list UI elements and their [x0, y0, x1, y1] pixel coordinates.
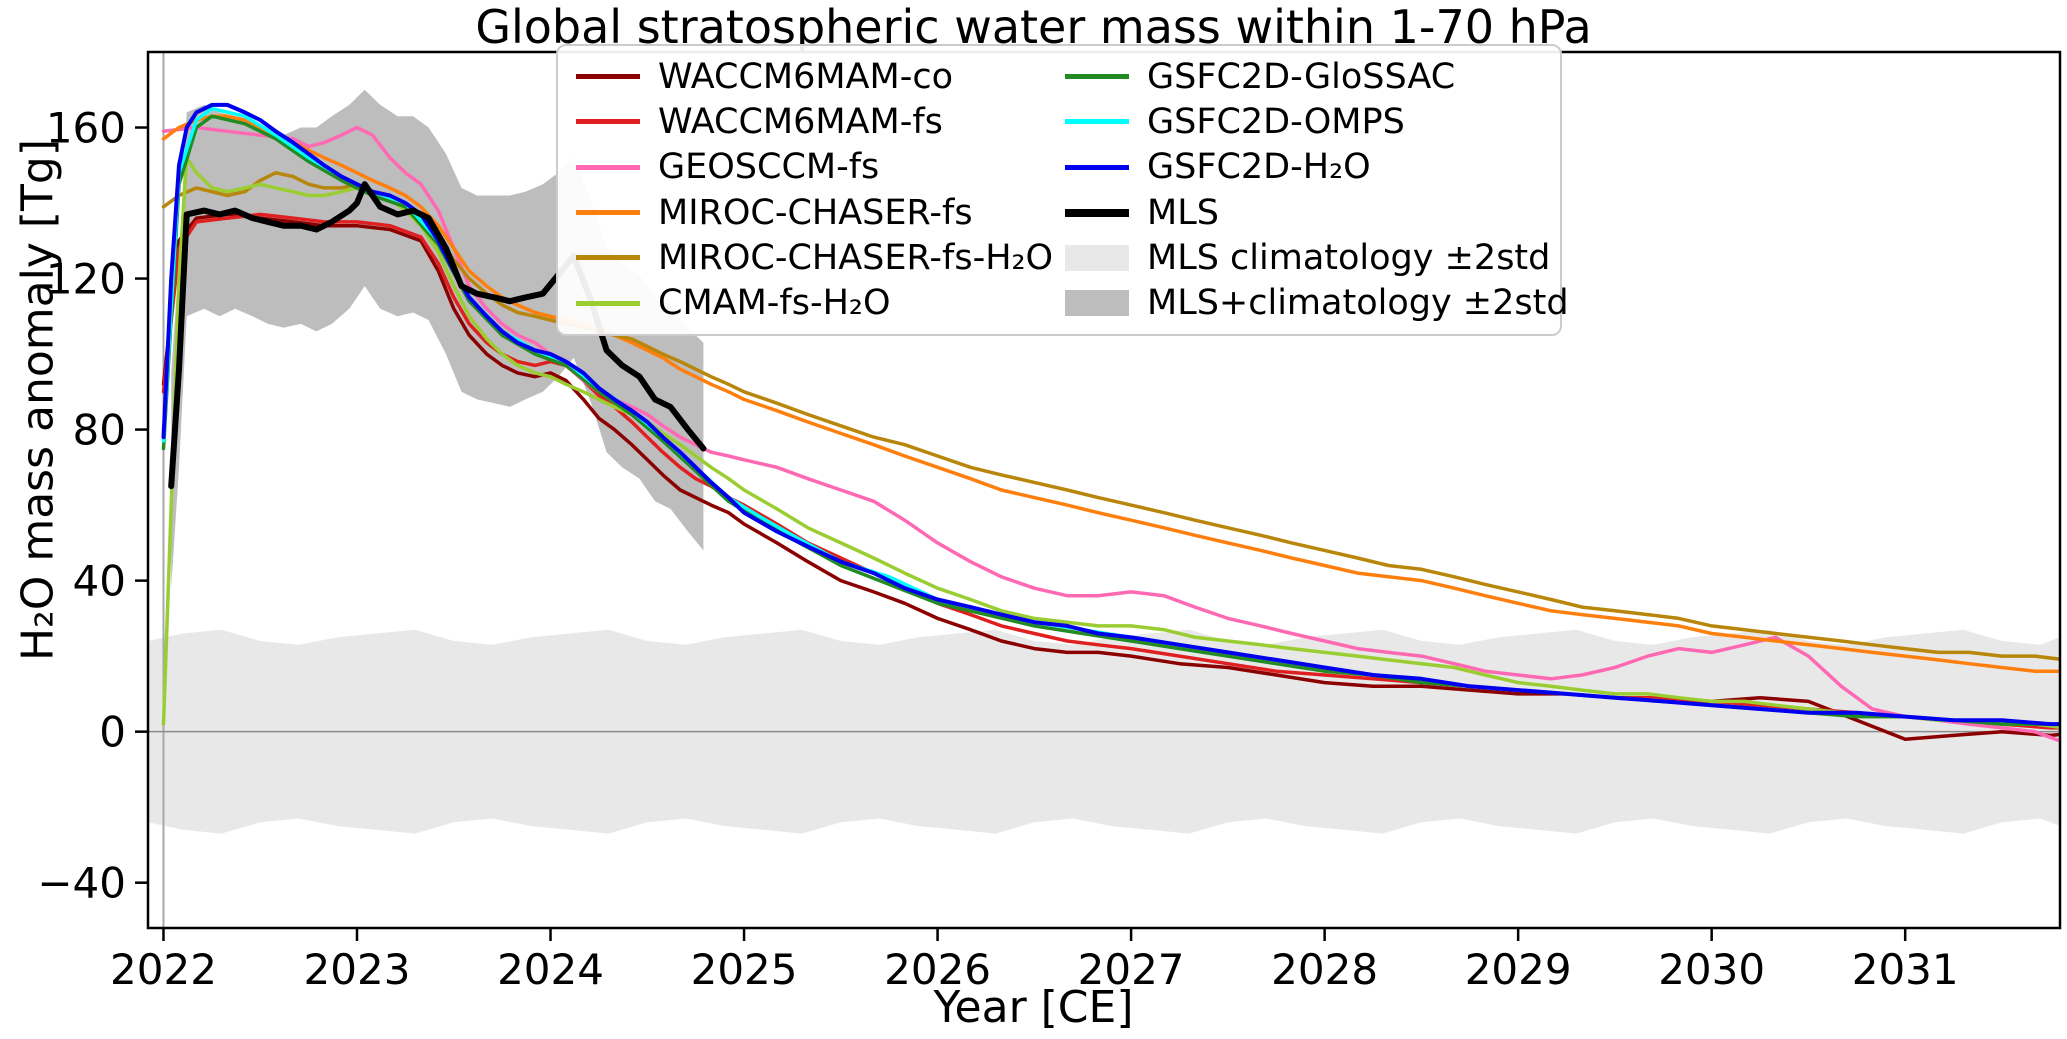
series-MLS [168, 181, 707, 490]
x-tick-label: 2027 [1078, 945, 1185, 994]
x-tick-label: 2022 [110, 945, 217, 994]
series-CMAM-fs-H₂O [161, 155, 2060, 729]
y-tick-label: −40 [37, 859, 126, 908]
legend-swatch-patch [1065, 244, 1129, 271]
legend-swatch-line [576, 74, 640, 80]
legend-item: GSFC2D-OMPS [1065, 99, 1542, 144]
legend-label: GSFC2D-OMPS [1147, 101, 1405, 142]
x-axis-label: Year [CE] [933, 982, 1134, 1033]
legend-label: MIROC-CHASER-fs-H₂O [658, 237, 1054, 278]
legend-item: MLS climatology ±2std [1065, 235, 1550, 280]
x-tick-label: 2025 [691, 945, 798, 994]
legend-label: MLS climatology ±2std [1147, 237, 1551, 278]
x-tick-label: 2029 [1465, 945, 1572, 994]
legend-item: GEOSCCM-fs [576, 145, 1053, 190]
legend-item: MLS [1065, 190, 1542, 235]
legend-item: GSFC2D-H₂O [1065, 145, 1542, 190]
series-GEOSCCM-fs [161, 125, 2060, 743]
x-tick-label: 2024 [497, 945, 604, 994]
legend-item: WACCM6MAM-co [576, 54, 1053, 99]
legend-swatch-line [1065, 119, 1129, 125]
legend-swatch-line [1065, 164, 1129, 170]
legend-item: CMAM-fs-H₂O [576, 281, 1053, 326]
legend-label: WACCM6MAM-co [658, 56, 953, 97]
legend-label: GSFC2D-H₂O [1147, 147, 1371, 188]
chart-title: Global stratospheric water mass within 1… [475, 0, 1592, 54]
legend-label: GEOSCCM-fs [658, 147, 880, 188]
x-tick-label: 2023 [304, 945, 411, 994]
legend-item: MIROC-CHASER-fs [576, 190, 1053, 235]
legend-swatch-line [576, 164, 640, 170]
legend-swatch-patch [1065, 290, 1129, 317]
x-tick-label: 2030 [1658, 945, 1765, 994]
legend-label: MLS [1147, 192, 1219, 233]
y-tick-label: 160 [46, 104, 126, 153]
legend-label: MIROC-CHASER-fs [658, 192, 973, 233]
legend-item: MLS+climatology ±2std [1065, 281, 1569, 326]
x-tick-label: 2026 [884, 945, 991, 994]
legend-label: GSFC2D-GloSSAC [1147, 56, 1456, 97]
legend-swatch-line [576, 210, 640, 216]
x-tick-label: 2028 [1271, 945, 1378, 994]
legend-swatch-line [1065, 208, 1129, 217]
legend-swatch-line [576, 255, 640, 261]
series-GSFC2D-H₂O [161, 102, 2060, 727]
y-tick-label: 40 [73, 557, 126, 606]
x-tick-label: 2031 [1852, 945, 1959, 994]
legend-item: MIROC-CHASER-fs-H₂O [576, 235, 1053, 280]
legend-item: GSFC2D-GloSSAC [1065, 54, 1542, 99]
legend-label: MLS+climatology ±2std [1147, 283, 1569, 324]
legend-label: CMAM-fs-H₂O [658, 283, 891, 324]
y-tick-label: 120 [46, 255, 126, 304]
series-MIROC-CHASER-fs [161, 114, 2060, 673]
legend-label: WACCM6MAM-fs [658, 101, 943, 142]
legend-item: WACCM6MAM-fs [576, 99, 1053, 144]
y-tick-label: 0 [99, 708, 126, 757]
y-tick-label: 80 [73, 406, 126, 455]
legend: WACCM6MAM-co WACCM6MAM-fs GEOSCCM-fs MIROC-… [556, 44, 1569, 336]
legend-swatch-line [576, 300, 640, 306]
legend-swatch-line [1065, 74, 1129, 80]
legend-swatch-line [576, 119, 640, 125]
